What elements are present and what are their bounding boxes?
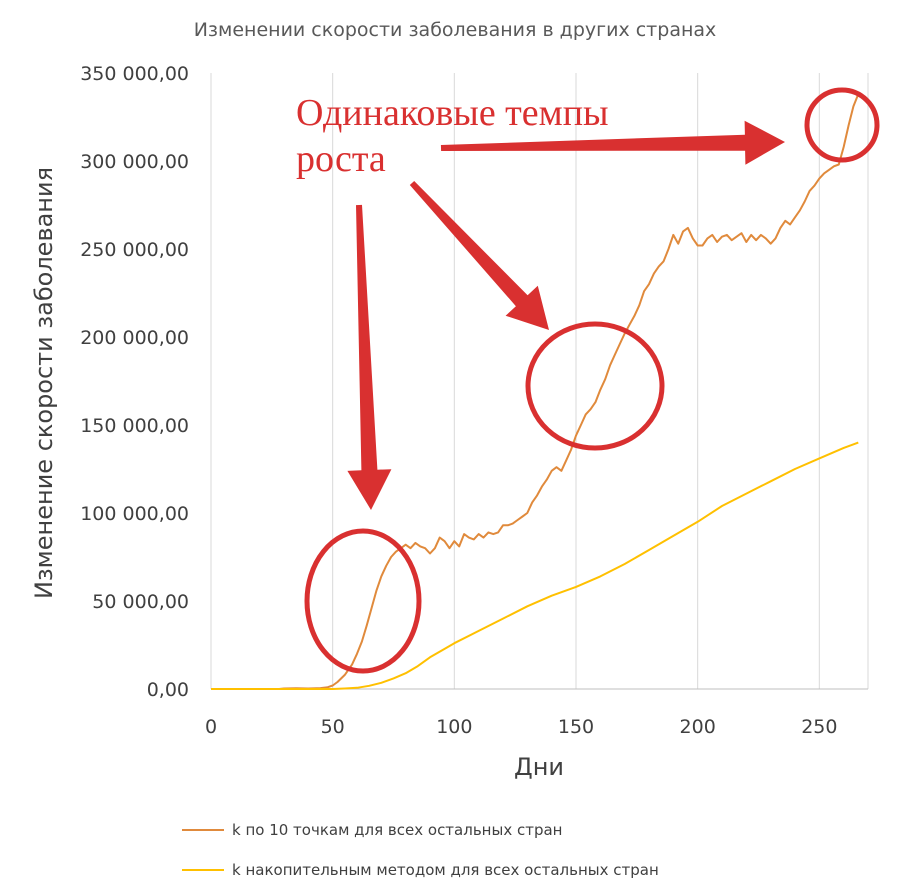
x-tick-label: 150 (558, 716, 594, 738)
x-axis-label: Дни (514, 753, 564, 781)
x-tick-label: 50 (321, 716, 345, 738)
annotation-text-line1: Одинаковые темпы (296, 92, 609, 134)
y-tick-label: 200 000,00 (80, 327, 189, 349)
x-tick-label: 250 (801, 716, 837, 738)
series-line-2 (211, 441, 859, 690)
arrow-down (347, 204, 392, 510)
legend-label-2: k накопительным методом для всех остальн… (232, 861, 659, 879)
series-line-1 (211, 93, 860, 690)
series-lines (211, 93, 860, 690)
chart-title: Изменении скорости заболевания в других … (194, 19, 717, 41)
annotations: Одинаковые темпы роста (296, 87, 880, 674)
y-tick-label: 0,00 (147, 679, 189, 701)
y-axis-label: Изменение скорости заболевания (30, 167, 58, 599)
y-tick-label: 150 000,00 (80, 415, 189, 437)
arrow-right (440, 120, 785, 165)
arrow-diagonal (409, 181, 549, 330)
y-tick-label: 50 000,00 (92, 591, 189, 613)
y-tick-label: 100 000,00 (80, 503, 189, 525)
y-tick-label: 350 000,00 (80, 63, 189, 85)
highlight-circle-2 (525, 321, 665, 451)
y-axis-ticks: 0,00 50 000,00 100 000,00 150 000,00 200 000… (80, 63, 189, 701)
x-tick-label: 0 (205, 716, 217, 738)
grid (332, 73, 869, 689)
x-tick-label: 100 (436, 716, 472, 738)
highlight-circle-1 (304, 528, 422, 674)
annotation-text-line2: роста (296, 138, 386, 180)
y-tick-label: 250 000,00 (80, 239, 189, 261)
highlight-circle-3 (804, 87, 880, 163)
x-axis-ticks: 0 50 100 150 200 250 (205, 716, 838, 738)
y-tick-label: 300 000,00 (80, 151, 189, 173)
legend: k по 10 точкам для всех остальных стран k… (182, 821, 659, 879)
x-tick-label: 200 (680, 716, 716, 738)
legend-label-1: k по 10 точкам для всех остальных стран (232, 821, 562, 839)
